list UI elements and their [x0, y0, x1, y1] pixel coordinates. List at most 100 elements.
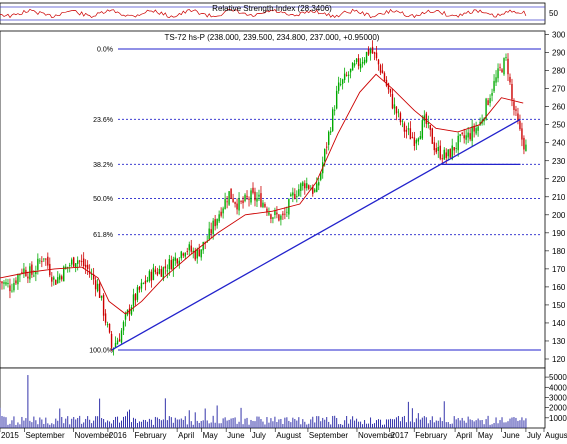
candle-body: [359, 63, 362, 69]
candle-body: [439, 145, 441, 159]
candle-body: [33, 275, 35, 277]
candle-body: [152, 267, 155, 280]
candle-body: [326, 146, 328, 148]
price-tick-label: 120: [552, 355, 566, 364]
candle-body: [389, 88, 392, 93]
date-tick-label: February: [135, 431, 167, 440]
candle-body: [172, 258, 175, 271]
price-tick-label: 150: [552, 301, 566, 310]
date-tick-label: November: [358, 431, 395, 440]
candle-body: [170, 260, 173, 270]
candle-body: [51, 277, 53, 282]
candle-body: [455, 148, 457, 149]
candle-body: [409, 128, 412, 140]
candle-body: [316, 183, 318, 192]
candle-body: [98, 283, 101, 298]
fib-label: 100.0%: [89, 347, 113, 354]
candle-body: [296, 196, 298, 197]
candle-body: [521, 128, 523, 140]
candle-body: [318, 182, 320, 186]
candle-body: [110, 333, 113, 348]
candle-body: [202, 241, 204, 251]
candle-body: [76, 260, 79, 264]
volume-tick-label: 10000: [549, 414, 567, 423]
candle-body: [158, 269, 161, 274]
candle-body: [216, 219, 218, 226]
candle-body: [507, 58, 509, 75]
moving-average-line: [0, 73, 524, 315]
candle-body: [43, 258, 45, 260]
candle-body: [160, 269, 163, 277]
candle-body: [413, 137, 416, 146]
candle-body: [365, 51, 368, 62]
price-tick-label: 200: [552, 211, 566, 220]
date-tick-label: July: [252, 431, 266, 440]
price-tick-label: 290: [552, 49, 566, 58]
candle-body: [435, 148, 437, 153]
candle-body: [188, 244, 190, 251]
candle-body: [7, 282, 9, 285]
candle-body: [232, 198, 234, 202]
candle-body: [82, 258, 85, 266]
price-panel: TS-72 hs-P (238.000, 239.500, 234.800, 2…: [0, 30, 566, 369]
candle-body: [513, 101, 515, 110]
candle-body: [122, 322, 125, 331]
candle-body: [31, 264, 33, 275]
price-tick-label: 230: [552, 157, 566, 166]
candle-body: [250, 190, 252, 203]
candle-body: [377, 59, 380, 65]
date-tick-label: April: [178, 431, 194, 440]
candle-body: [463, 135, 465, 139]
candle-body: [146, 280, 149, 282]
date-tick-label: June: [502, 431, 520, 440]
candle-body: [343, 73, 346, 80]
candle-body: [5, 282, 7, 285]
candle-body: [361, 62, 364, 64]
candle-body: [3, 282, 5, 284]
candle-body: [493, 81, 495, 92]
candle-body: [0, 281, 1, 282]
candle-body: [47, 256, 49, 266]
candle-body: [349, 68, 352, 73]
candle-body: [106, 324, 109, 326]
candle-body: [473, 126, 475, 132]
price-tick-label: 240: [552, 139, 566, 148]
candle-body: [228, 191, 230, 205]
candle-body: [401, 120, 404, 122]
candle-body: [75, 263, 77, 268]
candle-body: [525, 144, 527, 152]
candle-body: [300, 183, 302, 191]
candle-body: [61, 276, 63, 280]
candle-body: [196, 249, 198, 259]
date-tick-label: August: [276, 431, 302, 440]
candle-body: [373, 52, 376, 54]
candle-body: [294, 193, 296, 199]
candle-body: [15, 280, 17, 284]
date-tick-label: September: [26, 431, 65, 440]
candle-body: [276, 212, 278, 215]
trendline: [111, 118, 521, 351]
candle-body: [523, 137, 525, 150]
candle-body: [337, 82, 340, 91]
candle-body: [441, 158, 443, 160]
volume-tick-label: 20000: [549, 404, 567, 413]
candle-body: [246, 195, 248, 198]
price-tick-label: 210: [552, 193, 566, 202]
candle-body: [94, 280, 97, 290]
candle-body: [280, 215, 282, 220]
candle-body: [210, 229, 212, 234]
candle-body: [511, 84, 513, 100]
candle-body: [304, 183, 306, 189]
candle-body: [96, 283, 99, 292]
candlesticks: [0, 40, 527, 356]
candle-body: [491, 92, 493, 96]
candle-body: [124, 314, 127, 320]
rsi-line: [0, 8, 527, 19]
candle-body: [156, 271, 159, 275]
candle-body: [453, 147, 455, 151]
candle-body: [182, 253, 184, 256]
candle-body: [71, 259, 73, 265]
candle-body: [445, 152, 447, 158]
fib-label: 38.2%: [93, 162, 113, 169]
